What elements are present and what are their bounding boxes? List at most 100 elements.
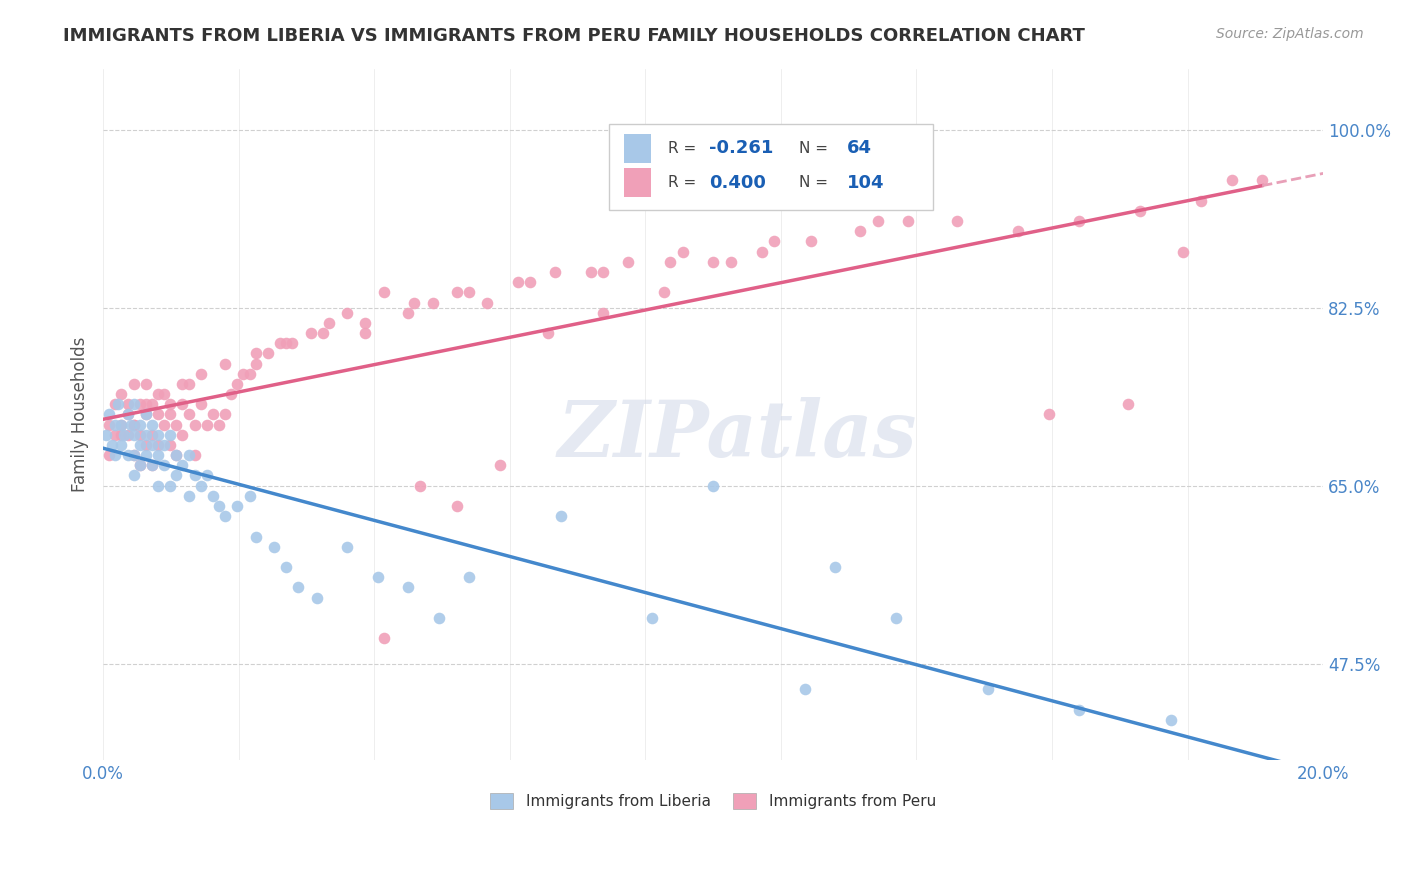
Point [104, 417, 127, 432]
Legend: Immigrants from Liberia, Immigrants from Peru: Immigrants from Liberia, Immigrants from… [484, 787, 942, 815]
Point [305, 591, 328, 605]
Point [183, 468, 205, 483]
Point [488, 458, 510, 473]
Point [128, 438, 150, 452]
Text: ZIPatlas: ZIPatlas [558, 397, 917, 474]
Point [141, 438, 163, 452]
Point [101, 438, 124, 452]
Point [422, 295, 444, 310]
Point [281, 336, 304, 351]
Point [128, 458, 150, 473]
Point [96, 427, 118, 442]
Point [107, 397, 129, 411]
Point [172, 458, 194, 473]
Point [946, 214, 969, 228]
Point [122, 397, 145, 411]
FancyBboxPatch shape [609, 124, 932, 211]
Point [128, 417, 150, 432]
Point [702, 478, 724, 492]
Point [800, 235, 823, 249]
Point [336, 306, 359, 320]
Point [114, 427, 136, 442]
Point [208, 499, 231, 513]
Point [506, 275, 529, 289]
Point [110, 427, 132, 442]
Point [177, 408, 200, 422]
Point [159, 408, 181, 422]
Point [110, 417, 132, 432]
Point [318, 316, 340, 330]
Point [122, 417, 145, 432]
Point [866, 214, 889, 228]
Point [592, 265, 614, 279]
Point [256, 346, 278, 360]
Point [367, 570, 389, 584]
Point [720, 255, 742, 269]
Point [897, 214, 920, 228]
Point [183, 417, 205, 432]
Point [641, 611, 664, 625]
Point [153, 417, 176, 432]
Text: IMMIGRANTS FROM LIBERIA VS IMMIGRANTS FROM PERU FAMILY HOUSEHOLDS CORRELATION CH: IMMIGRANTS FROM LIBERIA VS IMMIGRANTS FR… [63, 27, 1085, 45]
Point [135, 408, 157, 422]
Point [104, 427, 127, 442]
Point [141, 397, 163, 411]
Point [146, 478, 169, 492]
Point [519, 275, 541, 289]
FancyBboxPatch shape [624, 169, 651, 197]
Point [446, 285, 468, 300]
Point [763, 235, 786, 249]
Point [159, 427, 181, 442]
Text: 64: 64 [848, 139, 872, 157]
Point [98, 417, 121, 432]
Point [477, 295, 499, 310]
Text: R =: R = [668, 141, 702, 155]
Point [146, 408, 169, 422]
Point [146, 438, 169, 452]
Point [1007, 224, 1029, 238]
Point [122, 417, 145, 432]
Point [128, 397, 150, 411]
Point [190, 397, 212, 411]
Point [153, 458, 176, 473]
Point [592, 306, 614, 320]
Point [141, 458, 163, 473]
Point [616, 255, 638, 269]
Point [214, 357, 236, 371]
Point [652, 285, 675, 300]
Text: Source: ZipAtlas.com: Source: ZipAtlas.com [1216, 27, 1364, 41]
Point [135, 376, 157, 391]
Point [226, 499, 249, 513]
Point [135, 438, 157, 452]
Point [122, 468, 145, 483]
Point [104, 448, 127, 462]
Point [120, 417, 142, 432]
Point [1129, 204, 1152, 219]
Point [238, 489, 260, 503]
Point [537, 326, 560, 340]
Point [976, 682, 998, 697]
FancyBboxPatch shape [624, 134, 651, 162]
Point [404, 295, 426, 310]
Point [177, 376, 200, 391]
Point [373, 632, 395, 646]
Point [579, 265, 602, 279]
Point [354, 326, 377, 340]
Point [128, 427, 150, 442]
Point [263, 540, 285, 554]
Point [299, 326, 322, 340]
Point [122, 448, 145, 462]
Point [177, 489, 200, 503]
Point [172, 376, 194, 391]
Point [208, 417, 231, 432]
Point [104, 397, 127, 411]
Point [153, 387, 176, 401]
Point [190, 478, 212, 492]
Point [446, 499, 468, 513]
Point [672, 244, 695, 259]
Point [110, 438, 132, 452]
Point [884, 611, 907, 625]
Text: 0.400: 0.400 [710, 174, 766, 192]
Point [354, 316, 377, 330]
Point [195, 417, 218, 432]
